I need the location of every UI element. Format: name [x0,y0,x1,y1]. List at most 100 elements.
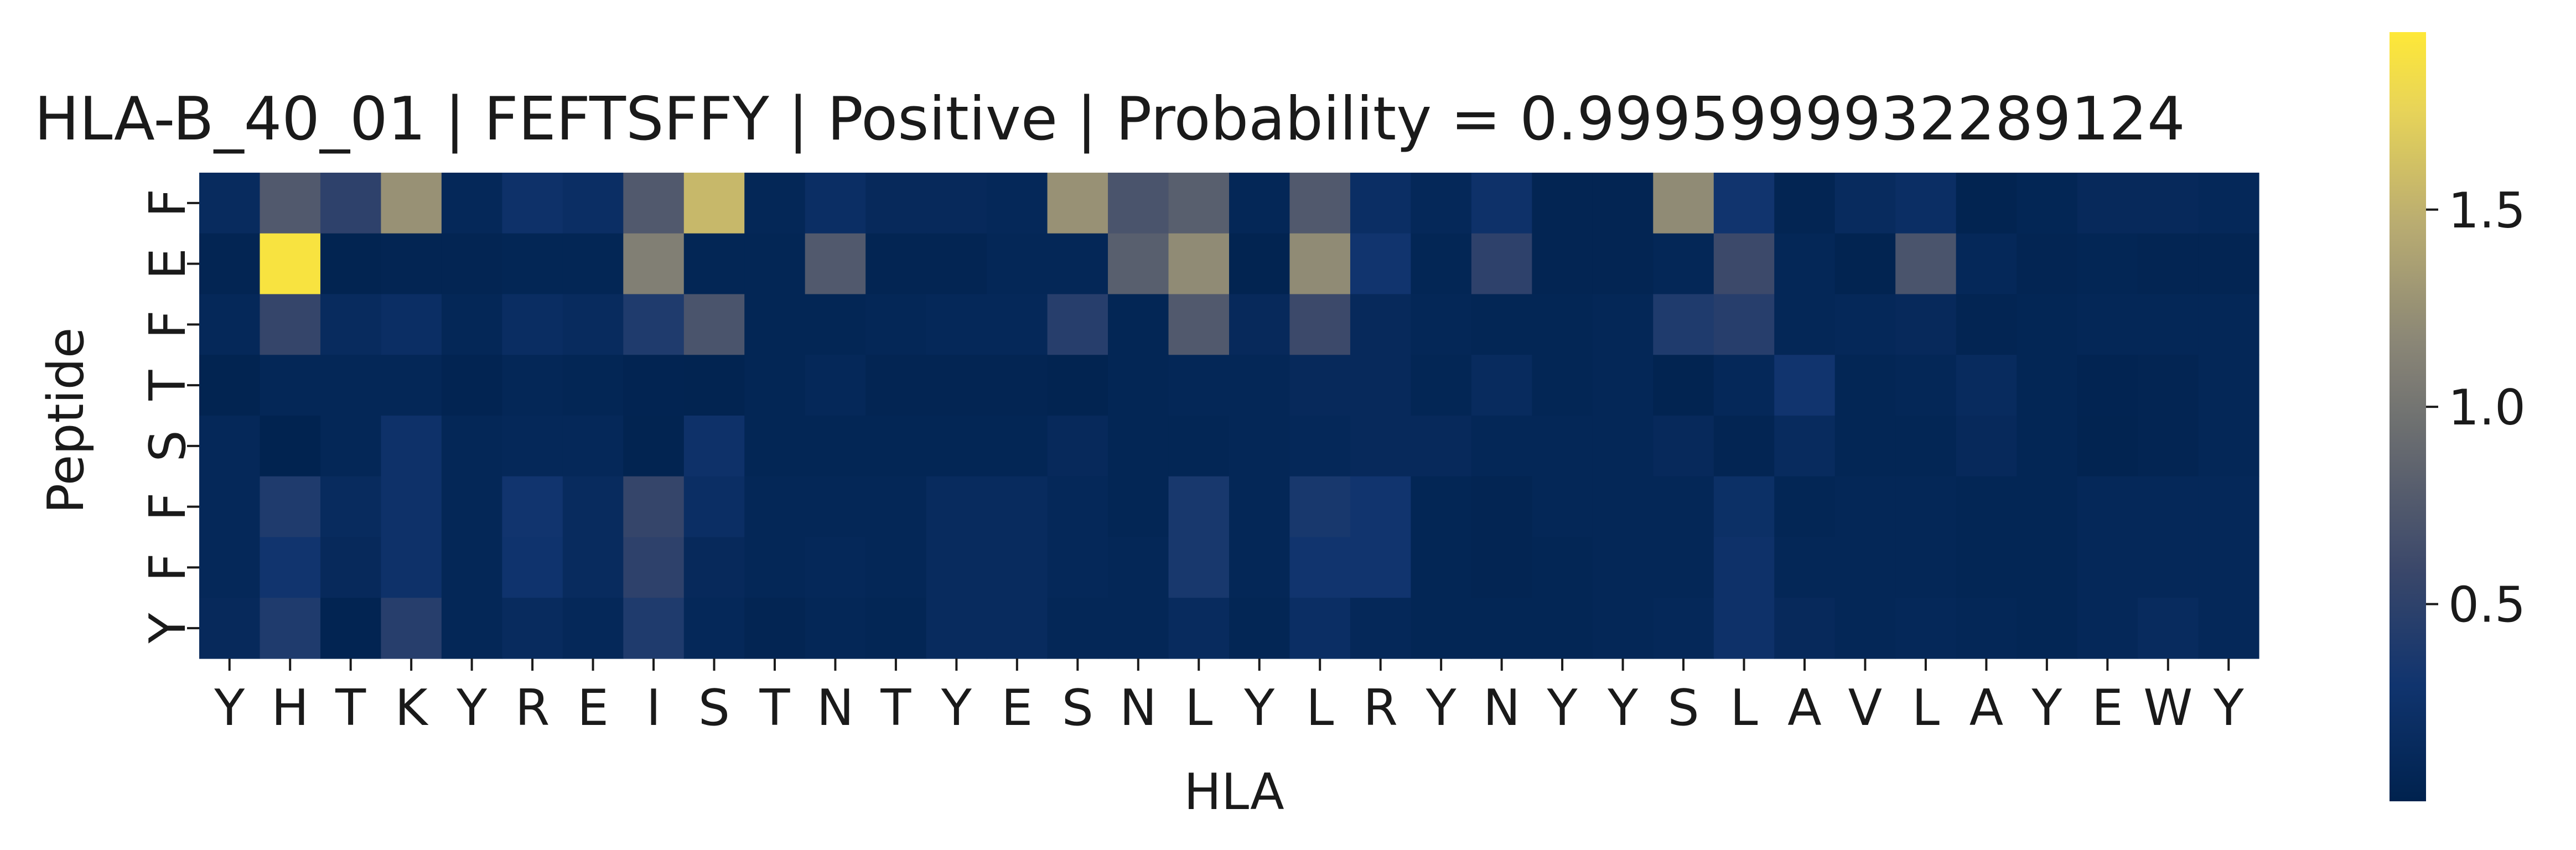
heatmap-cell [260,476,321,538]
x-tick-label: E [1001,679,1033,737]
heatmap-cell [2017,598,2078,659]
heatmap-cell [502,598,563,659]
heatmap-cell [1047,537,1108,598]
heatmap-cell [805,173,866,234]
heatmap-cell [2198,537,2259,598]
heatmap-cell [1108,173,1169,234]
heatmap-cell [1471,355,1532,416]
x-tick-label: Y [2031,679,2062,737]
x-tick-label: R [515,679,550,737]
heatmap-cell [1411,598,1472,659]
heatmap-cell [260,355,321,416]
heatmap-cell [865,355,927,416]
heatmap-cell [1047,173,1108,234]
heatmap-cell [1653,537,1714,598]
heatmap-cell [683,173,745,234]
y-axis-label: Peptide [37,328,95,514]
heatmap-cell [2138,416,2199,477]
heatmap-cell [1108,294,1169,355]
colorbar [2390,32,2426,801]
heatmap-cell [1956,537,2017,598]
heatmap-cell [1956,294,2017,355]
heatmap-cell [1834,294,1896,355]
heatmap-cell [1168,173,1230,234]
heatmap-cell [381,173,442,234]
x-tick-label: Y [1426,679,1457,737]
heatmap-cell [199,476,261,538]
heatmap-cells [199,173,2259,659]
heatmap-cell [1956,416,2017,477]
heatmap-cell [1471,233,1532,295]
heatmap-cell [260,416,321,477]
heatmap-cell [441,476,502,538]
heatmap-cell [1168,233,1230,295]
heatmap-cell [1774,476,1836,538]
y-tick-label: S [139,430,197,462]
heatmap-cell [2198,294,2259,355]
heatmap-cell [1592,537,1654,598]
heatmap-cell [260,233,321,295]
heatmap-cell [2077,598,2138,659]
heatmap-cell [1834,173,1896,234]
heatmap-cell [502,537,563,598]
heatmap-cell [1774,416,1836,477]
heatmap-cell [1895,537,1957,598]
heatmap-cell [320,233,382,295]
heatmap-cell [502,355,563,416]
x-tick-label: Y [2213,679,2245,737]
heatmap-cell [1532,416,1593,477]
heatmap-cell [2077,476,2138,538]
heatmap-cell [1834,355,1896,416]
heatmap-cell [926,233,987,295]
heatmap-cell [1592,476,1654,538]
heatmap-cell [1168,294,1230,355]
heatmap-cell [441,294,502,355]
heatmap-cell [1350,294,1412,355]
heatmap-cell [2077,355,2138,416]
heatmap-cell [1289,416,1351,477]
heatmap-cell [2017,355,2078,416]
heatmap-cell [1168,598,1230,659]
heatmap-cell [805,537,866,598]
heatmap-cell [1289,294,1351,355]
heatmap-cell [683,476,745,538]
heatmap-cell [381,233,442,295]
heatmap-cell [502,233,563,295]
chart-title: HLA-B_40_01 | FEFTSFFY | Positive | Prob… [34,85,2185,154]
heatmap-cell [987,355,1048,416]
heatmap-cell [987,294,1048,355]
heatmap-cell [1350,537,1412,598]
heatmap-cell [805,294,866,355]
x-tick-label: E [577,679,609,737]
heatmap-cell [1713,537,1775,598]
heatmap-cell [320,294,382,355]
heatmap-cell [1713,416,1775,477]
heatmap-cell [1713,476,1775,538]
heatmap-cell [1411,294,1472,355]
heatmap-cell [2198,416,2259,477]
heatmap-cell [1108,233,1169,295]
heatmap-cell [1108,355,1169,416]
heatmap-cell [623,476,685,538]
heatmap-cell [623,173,685,234]
x-tick-label: L [1912,679,1940,737]
colorbar-tick-label: 1.0 [2448,379,2526,436]
heatmap-cell [1895,598,1957,659]
heatmap-cell [1289,355,1351,416]
heatmap-cell [1653,598,1714,659]
heatmap-cell [1168,355,1230,416]
heatmap-cell [1411,355,1472,416]
heatmap-cell [1713,355,1775,416]
y-tick-label: E [139,248,197,279]
heatmap-cell [1895,416,1957,477]
heatmap-cell [2198,476,2259,538]
x-tick-label: N [1119,679,1157,737]
heatmap-cell [1653,294,1714,355]
heatmap-cell [2077,233,2138,295]
heatmap-cell [744,476,806,538]
heatmap-cell [1047,233,1108,295]
heatmap-cell [260,537,321,598]
heatmap-cell [1895,355,1957,416]
heatmap-cell [1289,476,1351,538]
heatmap-cell [199,233,261,295]
